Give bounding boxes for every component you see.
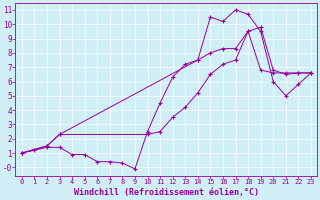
X-axis label: Windchill (Refroidissement éolien,°C): Windchill (Refroidissement éolien,°C) (74, 188, 259, 197)
